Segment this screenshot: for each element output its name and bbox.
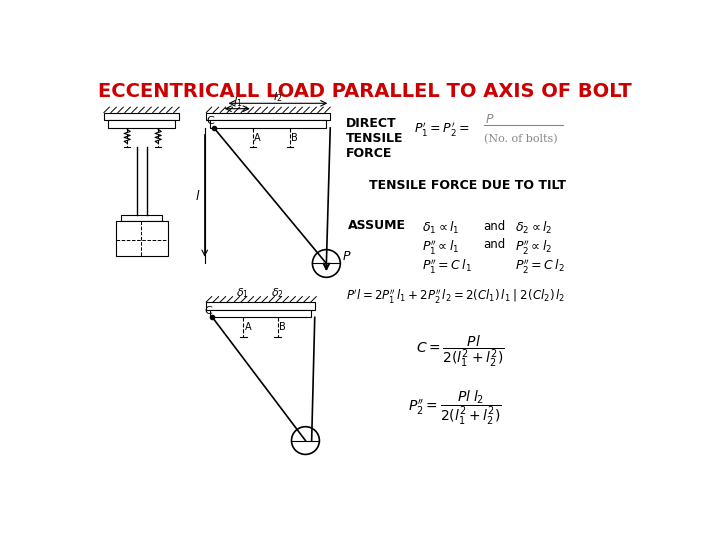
Bar bbox=[206, 112, 330, 120]
Text: A: A bbox=[254, 133, 261, 143]
Text: (No. of bolts): (No. of bolts) bbox=[484, 134, 557, 144]
Text: $P_1'' = C\,l_1$: $P_1'' = C\,l_1$ bbox=[422, 257, 472, 275]
Text: $C = \dfrac{Pl}{2(l_1^2 + l_2^2)}$: $C = \dfrac{Pl}{2(l_1^2 + l_2^2)}$ bbox=[415, 333, 504, 369]
Text: $P_1' = P_2' =$: $P_1' = P_2' =$ bbox=[414, 120, 470, 138]
Text: $P_1'' \propto l_1$: $P_1'' \propto l_1$ bbox=[422, 238, 459, 256]
Text: and: and bbox=[484, 220, 506, 233]
Bar bbox=[108, 120, 175, 128]
Text: $P'l = 2P_1''\,l_1 + 2P_2''\,l_2 = 2(Cl_1)\,l_1 \;|\; 2(Cl_2)\,l_2$: $P'l = 2P_1''\,l_1 + 2P_2''\,l_2 = 2(Cl_… bbox=[346, 287, 565, 305]
Text: $l_2$: $l_2$ bbox=[274, 90, 282, 104]
Text: $P$: $P$ bbox=[342, 249, 351, 262]
Text: $l_1$: $l_1$ bbox=[233, 96, 242, 110]
Text: $\delta_2 \propto l_2$: $\delta_2 \propto l_2$ bbox=[515, 220, 552, 237]
Text: ECCENTRICALL LOAD PARALLEL TO AXIS OF BOLT: ECCENTRICALL LOAD PARALLEL TO AXIS OF BO… bbox=[98, 82, 631, 101]
Text: $\delta_1$: $\delta_1$ bbox=[236, 286, 249, 300]
Text: TENSILE FORCE DUE TO TILT: TENSILE FORCE DUE TO TILT bbox=[369, 179, 566, 192]
Text: $l$: $l$ bbox=[195, 188, 201, 202]
Text: $P_2'' = C\,l_2$: $P_2'' = C\,l_2$ bbox=[515, 257, 564, 275]
Text: C: C bbox=[204, 306, 212, 316]
Text: $\delta_2$: $\delta_2$ bbox=[271, 286, 284, 300]
Text: $\delta_1 \propto l_1$: $\delta_1 \propto l_1$ bbox=[422, 220, 459, 237]
Bar bbox=[121, 215, 162, 221]
Text: $P_2'' \propto l_2$: $P_2'' \propto l_2$ bbox=[515, 238, 552, 256]
Text: $P_2'' = \dfrac{Pl\;l_2}{2(l_1^2 + l_2^2)}$: $P_2'' = \dfrac{Pl\;l_2}{2(l_1^2 + l_2^2… bbox=[408, 388, 502, 427]
Text: B: B bbox=[279, 322, 286, 332]
Text: B: B bbox=[292, 133, 298, 143]
Text: A: A bbox=[245, 322, 251, 332]
Text: DIRECT
TENSILE
FORCE: DIRECT TENSILE FORCE bbox=[346, 117, 403, 160]
Bar bbox=[116, 221, 168, 256]
Bar bbox=[210, 120, 326, 128]
Bar bbox=[210, 309, 311, 318]
Text: $P$: $P$ bbox=[485, 112, 495, 125]
Bar bbox=[206, 302, 315, 309]
Text: ASSUME: ASSUME bbox=[348, 219, 406, 232]
Text: and: and bbox=[484, 238, 506, 251]
Bar bbox=[104, 112, 179, 120]
Text: C: C bbox=[206, 117, 214, 126]
